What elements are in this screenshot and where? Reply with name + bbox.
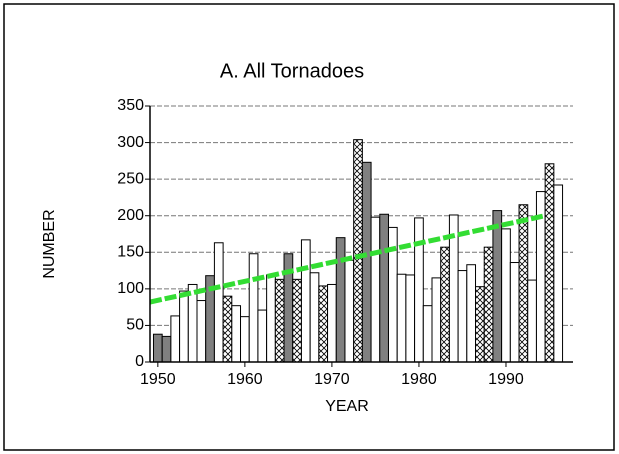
bar bbox=[309, 272, 320, 363]
bar bbox=[327, 283, 337, 363]
bar bbox=[292, 278, 302, 363]
bar bbox=[396, 273, 407, 363]
bar bbox=[440, 246, 450, 363]
trend-line bbox=[149, 213, 546, 305]
bar bbox=[475, 286, 485, 363]
bar bbox=[213, 242, 224, 363]
bar bbox=[483, 246, 494, 363]
y-tick-label: 300 bbox=[117, 134, 144, 151]
bar bbox=[196, 300, 207, 363]
bar bbox=[152, 333, 163, 363]
bar bbox=[527, 279, 537, 363]
y-tick-label: 200 bbox=[117, 207, 144, 224]
y-tick-label: 150 bbox=[117, 244, 144, 261]
bar bbox=[240, 316, 250, 363]
bar bbox=[414, 217, 424, 363]
bar bbox=[553, 184, 564, 363]
bar bbox=[187, 283, 198, 363]
bar bbox=[422, 305, 433, 363]
y-tick-label: 250 bbox=[117, 170, 144, 187]
bar bbox=[335, 237, 346, 363]
x-tick-label: 1990 bbox=[488, 371, 524, 388]
bar bbox=[361, 161, 372, 363]
bar bbox=[344, 259, 355, 363]
x-tick-label: 1980 bbox=[401, 371, 437, 388]
y-tick-label: 0 bbox=[135, 353, 144, 370]
y-tick-label: 50 bbox=[126, 317, 144, 334]
bar bbox=[379, 213, 389, 363]
bar bbox=[544, 163, 555, 363]
bar bbox=[161, 335, 172, 363]
chart-title: A. All Tornadoes bbox=[220, 60, 364, 82]
bar bbox=[492, 210, 503, 363]
bar bbox=[431, 277, 442, 363]
y-axis-label: NUMBER bbox=[41, 209, 58, 278]
bar bbox=[231, 305, 242, 363]
bar bbox=[353, 139, 363, 363]
bar bbox=[222, 295, 233, 363]
bar bbox=[248, 253, 259, 363]
bar bbox=[318, 285, 329, 363]
bar bbox=[274, 278, 285, 363]
y-tick-label: 350 bbox=[117, 97, 144, 114]
x-tick-label: 1970 bbox=[314, 371, 350, 388]
bar bbox=[466, 264, 477, 363]
bar bbox=[501, 228, 511, 363]
bar bbox=[257, 309, 268, 363]
bar bbox=[370, 216, 381, 363]
bar bbox=[300, 239, 311, 363]
x-axis-label: YEAR bbox=[325, 398, 369, 415]
x-tick-label: 1950 bbox=[140, 371, 176, 388]
y-tick-label: 100 bbox=[117, 280, 144, 297]
bar bbox=[405, 274, 416, 363]
bar bbox=[170, 315, 181, 363]
bar bbox=[179, 290, 189, 363]
bar bbox=[457, 270, 468, 363]
bar bbox=[266, 274, 276, 363]
bar bbox=[509, 262, 520, 363]
bar bbox=[518, 204, 529, 363]
x-tick-label: 1960 bbox=[227, 371, 263, 388]
